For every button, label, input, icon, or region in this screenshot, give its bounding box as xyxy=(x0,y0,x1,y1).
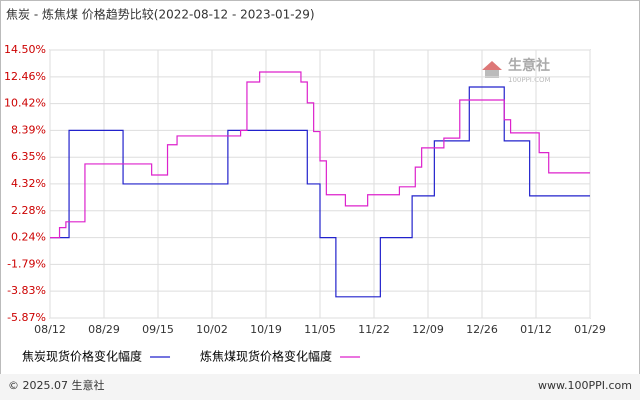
watermark-icon xyxy=(482,61,502,70)
watermark-sub: 100PPI.COM xyxy=(508,76,551,84)
footer-left: © 2025.07 生意社 xyxy=(8,378,104,392)
x-tick-label: 10/02 xyxy=(196,323,228,336)
y-tick-label: 2.28% xyxy=(11,204,46,217)
y-tick-label: -5.87% xyxy=(7,311,46,324)
y-tick-label: 12.46% xyxy=(4,70,46,83)
x-tick-label: 01/12 xyxy=(520,323,552,336)
y-tick-label: 4.32% xyxy=(11,177,46,190)
x-tick-label: 08/12 xyxy=(34,323,66,336)
watermark-icon xyxy=(485,70,499,78)
x-tick-label: 11/05 xyxy=(304,323,336,336)
y-tick-label: 6.35% xyxy=(11,150,46,163)
watermark-text: 生意社 xyxy=(508,57,550,74)
series-line xyxy=(50,86,590,298)
x-tick-label: 01/29 xyxy=(574,323,606,336)
y-tick-label: 8.39% xyxy=(11,123,46,136)
x-tick-label: 12/26 xyxy=(466,323,498,336)
x-tick-label: 08/29 xyxy=(88,323,120,336)
y-tick-label: 14.50% xyxy=(4,43,46,56)
watermark: 生意社 100PPI.COM xyxy=(482,57,551,84)
y-tick-label: 10.42% xyxy=(4,97,46,110)
x-tick-label: 11/22 xyxy=(358,323,390,336)
y-tick-label: 0.24% xyxy=(11,231,46,244)
x-tick-label: 09/15 xyxy=(142,323,174,336)
footer-bar xyxy=(0,374,640,400)
series-line xyxy=(50,71,590,239)
footer-right: www.100PPI.com xyxy=(538,379,632,392)
y-tick-label: -1.79% xyxy=(7,257,46,270)
legend-label: 焦炭现货价格变化幅度 xyxy=(22,349,142,364)
chart-title: 焦炭 - 炼焦煤 价格趋势比较(2022-08-12 - 2023-01-29) xyxy=(6,7,315,22)
x-tick-label: 12/09 xyxy=(412,323,444,336)
legend-label: 炼焦煤现货价格变化幅度 xyxy=(200,349,332,364)
y-tick-label: -3.83% xyxy=(7,284,46,297)
x-tick-label: 10/19 xyxy=(250,323,282,336)
